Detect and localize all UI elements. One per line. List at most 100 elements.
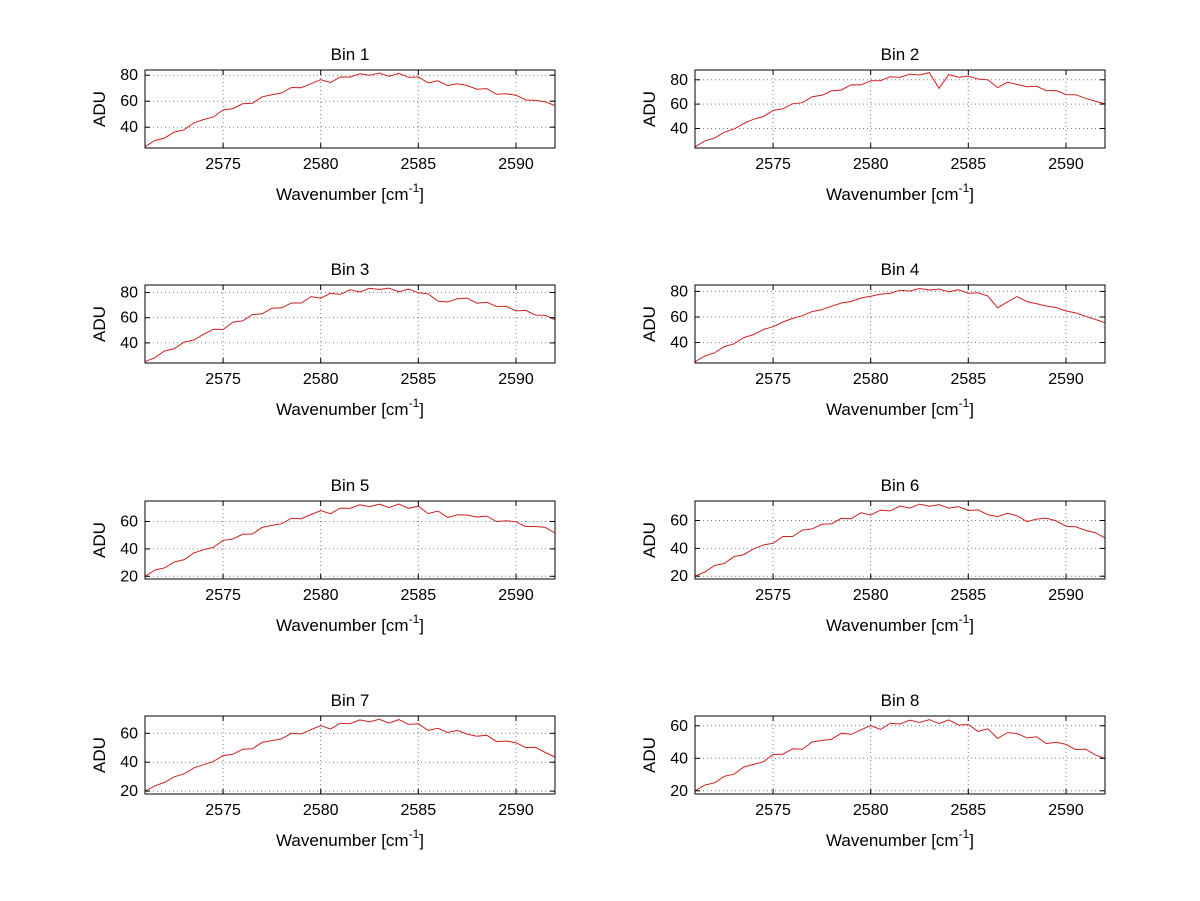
- subplot-bin-2: Bin 2 2575 2580 2585 2590 40 60 80 ADU Wavenumber…: [640, 45, 1106, 204]
- y-tick-label: 40: [670, 540, 688, 557]
- data-line: [144, 502, 556, 577]
- grid-lines: [145, 285, 555, 364]
- y-axis-label: ADU: [640, 91, 659, 127]
- data-line: [144, 72, 556, 148]
- y-tick-label: 20: [670, 568, 688, 585]
- grid-lines: [695, 70, 1105, 148]
- plot-box: [694, 715, 1106, 795]
- subplot-bin-6: Bin 6 2575 2580 2585 2590 20 40 60 ADU Wavenumber…: [640, 476, 1106, 635]
- x-tick-label: 2590: [498, 371, 534, 388]
- x-tick-label: 2585: [951, 802, 987, 819]
- x-tick-label: 2575: [755, 156, 791, 173]
- plot-title: Bin 5: [331, 476, 370, 495]
- y-tick-label: 40: [670, 335, 688, 352]
- grid-lines: [695, 285, 1105, 364]
- plot-title: Bin 6: [881, 476, 920, 495]
- y-tick-label: 60: [120, 513, 138, 530]
- x-tick-label: 2590: [1048, 156, 1084, 173]
- y-tick-label: 20: [670, 783, 688, 800]
- y-tick-label: 80: [670, 72, 688, 89]
- x-tick-label: 2580: [853, 587, 889, 604]
- plot-box: [144, 284, 556, 364]
- plot-title: Bin 2: [881, 45, 920, 64]
- y-tick-label: 40: [120, 119, 138, 136]
- x-tick-label: 2590: [498, 802, 534, 819]
- x-tick-label: 2585: [401, 587, 437, 604]
- x-tick-label: 2585: [951, 587, 987, 604]
- plot-box: [144, 715, 556, 795]
- plot-box: [694, 69, 1106, 149]
- y-axis-label: ADU: [90, 91, 109, 127]
- x-tick-label: 2585: [401, 156, 437, 173]
- x-axis-label: Wavenumber [cm-1]: [276, 827, 424, 850]
- plot-title: Bin 1: [331, 45, 370, 64]
- x-tick-label: 2575: [755, 802, 791, 819]
- x-tick-label: 2575: [205, 802, 241, 819]
- x-tick-label: 2580: [303, 156, 339, 173]
- y-axis-label: ADU: [90, 522, 109, 558]
- grid-lines: [145, 500, 555, 579]
- x-tick-label: 2590: [1048, 371, 1084, 388]
- y-axis-label: ADU: [640, 306, 659, 342]
- subplot-bin-5: Bin 5 2575 2580 2585 2590 20 40 60 ADU Wavenumber…: [90, 476, 556, 635]
- y-tick-label: 40: [120, 540, 138, 557]
- y-tick-label: 20: [120, 783, 138, 800]
- plot-box: [144, 69, 556, 149]
- grid-lines: [145, 715, 555, 794]
- tick-marks: [145, 715, 555, 794]
- x-tick-label: 2580: [853, 156, 889, 173]
- plot-title: Bin 8: [881, 691, 920, 710]
- plot-title: Bin 3: [331, 260, 370, 279]
- x-tick-label: 2590: [498, 156, 534, 173]
- y-tick-label: 80: [670, 284, 688, 301]
- x-tick-label: 2585: [401, 802, 437, 819]
- x-axis-label: Wavenumber [cm-1]: [826, 396, 974, 419]
- y-tick-label: 60: [120, 725, 138, 742]
- y-tick-label: 60: [670, 512, 688, 529]
- tick-marks: [695, 285, 1105, 364]
- tick-marks: [695, 70, 1105, 148]
- y-tick-label: 40: [120, 754, 138, 771]
- y-tick-label: 60: [670, 96, 688, 113]
- subplot-bin-7: Bin 7 2575 2580 2585 2590 20 40 60 ADU Wavenumber…: [90, 691, 556, 850]
- y-tick-label: 60: [120, 93, 138, 110]
- x-axis-label: Wavenumber [cm-1]: [276, 612, 424, 635]
- x-tick-label: 2585: [951, 156, 987, 173]
- x-tick-label: 2575: [205, 371, 241, 388]
- subplot-bin-3: Bin 3 2575 2580 2585 2590 40 60 80 ADU Wavenumber…: [90, 260, 556, 419]
- grid-lines: [695, 715, 1105, 794]
- data-line: [694, 718, 1106, 791]
- x-axis-label: Wavenumber [cm-1]: [826, 181, 974, 204]
- tick-marks: [695, 715, 1105, 794]
- y-axis-label: ADU: [640, 737, 659, 773]
- plot-box: [694, 500, 1106, 579]
- x-tick-label: 2585: [951, 371, 987, 388]
- x-tick-label: 2580: [853, 802, 889, 819]
- data-line: [694, 288, 1106, 363]
- y-tick-label: 80: [120, 285, 138, 302]
- x-axis-label: Wavenumber [cm-1]: [826, 827, 974, 850]
- y-tick-label: 80: [120, 67, 138, 84]
- tick-marks: [695, 500, 1105, 579]
- subplot-bin-8: Bin 8 2575 2580 2585 2590 20 40 60 ADU Wavenumber…: [640, 691, 1106, 850]
- x-tick-label: 2590: [498, 587, 534, 604]
- x-tick-label: 2575: [205, 587, 241, 604]
- y-axis-label: ADU: [90, 737, 109, 773]
- x-tick-label: 2580: [303, 371, 339, 388]
- y-tick-label: 40: [670, 750, 688, 767]
- x-tick-label: 2590: [1048, 802, 1084, 819]
- x-tick-label: 2580: [853, 371, 889, 388]
- x-tick-label: 2585: [401, 371, 437, 388]
- plot-title: Bin 4: [881, 260, 920, 279]
- data-line: [144, 718, 556, 792]
- y-tick-label: 20: [120, 568, 138, 585]
- plot-title: Bin 7: [331, 691, 370, 710]
- data-line: [694, 503, 1106, 577]
- y-tick-label: 40: [670, 121, 688, 138]
- plot-box: [144, 500, 556, 579]
- data-line: [694, 72, 1106, 148]
- y-axis-label: ADU: [90, 306, 109, 342]
- tick-marks: [145, 285, 555, 364]
- x-tick-label: 2580: [303, 802, 339, 819]
- x-axis-label: Wavenumber [cm-1]: [276, 181, 424, 204]
